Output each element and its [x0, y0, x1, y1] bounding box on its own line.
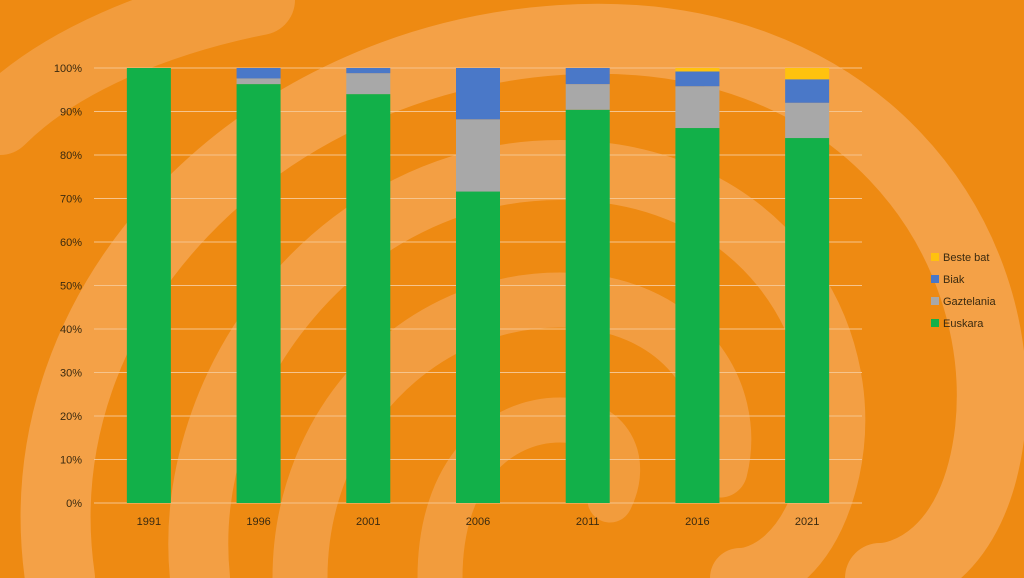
legend-swatch [931, 275, 939, 283]
bar-segment-gaztelania [236, 78, 281, 85]
bar-segment-beste-bat [675, 68, 720, 72]
swirl-corner [0, 0, 295, 155]
y-tick-label: 80% [60, 150, 82, 162]
bar-group-2016 [675, 68, 720, 503]
bar-group-1991 [126, 68, 171, 503]
y-tick-label: 40% [60, 324, 82, 336]
bar-segment-euskara [236, 84, 281, 503]
x-tick-label: 1996 [246, 516, 270, 528]
y-tick-label: 20% [60, 411, 82, 423]
bar-segment-euskara [565, 109, 610, 503]
legend-item-biak: Biak [931, 274, 965, 286]
legend-label: Gaztelania [943, 296, 996, 308]
bar-group-2006 [456, 68, 500, 504]
x-tick-label: 2016 [685, 516, 709, 528]
bar-segment-biak [236, 68, 281, 79]
x-tick-label: 2006 [466, 516, 490, 528]
bar-segment-biak [785, 79, 830, 103]
bar-segment-beste-bat [785, 68, 830, 80]
legend: Beste bat Biak Gaztelania Euskara [931, 252, 996, 330]
bar-group-2021 [785, 68, 830, 503]
legend-swatch [931, 319, 939, 327]
y-tick-label: 100% [54, 63, 82, 75]
x-tick-label: 2011 [576, 516, 600, 528]
bar-segment-biak [565, 68, 610, 85]
x-tick-label: 2021 [795, 516, 819, 528]
legend-swatch [931, 253, 939, 261]
y-tick-label: 70% [60, 194, 82, 206]
y-tick-label: 50% [60, 281, 82, 293]
bar-segment-euskara [346, 94, 391, 503]
bar-segment-euskara [785, 138, 830, 503]
legend-swatch [931, 297, 939, 305]
y-tick-label: 30% [60, 368, 82, 380]
bar-group-2001 [346, 68, 391, 503]
bar-segment-biak [456, 68, 500, 120]
y-axis-ticks: 0% 10% 20% 30% 40% 50% 60% 70% 80% 90% 100% [54, 63, 82, 510]
bar-segment-euskara [456, 191, 500, 504]
bar-segment-euskara [126, 68, 171, 503]
legend-item-gaztelania: Gaztelania [931, 296, 996, 308]
bar-segment-gaztelania [456, 119, 500, 192]
bar-segment-biak [675, 71, 720, 87]
bar-segment-gaztelania [565, 84, 610, 110]
legend-item-beste-bat: Beste bat [931, 252, 989, 264]
legend-item-euskara: Euskara [931, 318, 984, 330]
legend-label: Biak [943, 274, 965, 286]
bar-segment-gaztelania [785, 102, 830, 139]
bar-segment-gaztelania [346, 73, 391, 95]
bar-segment-euskara [675, 128, 720, 503]
bar-group-1996 [236, 68, 281, 503]
y-tick-label: 10% [60, 455, 82, 467]
y-tick-label: 90% [60, 107, 82, 119]
y-tick-label: 60% [60, 237, 82, 249]
legend-label: Beste bat [943, 252, 989, 264]
bar-segment-biak [346, 68, 391, 74]
bar-segment-gaztelania [675, 86, 720, 129]
bars [126, 68, 830, 504]
x-tick-label: 1991 [137, 516, 161, 528]
x-axis-ticks: 1991 1996 2001 2006 2011 2016 2021 [137, 516, 820, 528]
x-tick-label: 2001 [356, 516, 380, 528]
y-tick-label: 0% [66, 498, 82, 510]
bar-group-2011 [565, 68, 610, 503]
legend-label: Euskara [943, 318, 984, 330]
